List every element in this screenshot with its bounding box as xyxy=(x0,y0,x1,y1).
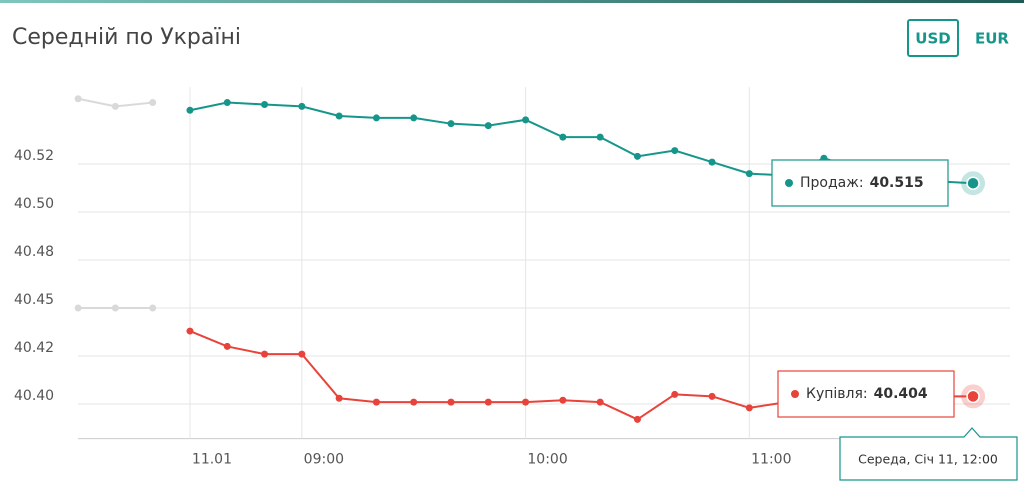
data-point xyxy=(223,99,231,107)
data-point xyxy=(596,133,604,141)
data-point xyxy=(111,102,119,110)
data-point xyxy=(111,304,119,312)
data-point xyxy=(708,392,716,400)
data-point xyxy=(633,152,641,160)
point-highlight xyxy=(966,389,980,404)
data-point xyxy=(559,396,567,404)
data-point xyxy=(484,398,492,406)
data-point xyxy=(522,116,530,124)
data-point xyxy=(522,398,530,406)
data-point xyxy=(410,398,418,406)
data-point xyxy=(335,394,343,402)
currency-button[interactable]: USD xyxy=(915,30,950,48)
x-tick-label: 10:00 xyxy=(527,452,567,468)
tooltip-value: 40.404 xyxy=(874,386,928,402)
y-tick-label: 40.48 xyxy=(14,244,54,260)
tooltip-label: Купівля: xyxy=(806,386,868,402)
tooltip-label: Продаж: xyxy=(800,175,864,191)
data-point xyxy=(447,398,455,406)
y-tick-label: 40.40 xyxy=(14,388,54,404)
data-point xyxy=(74,304,82,312)
data-point xyxy=(186,327,194,335)
data-point xyxy=(335,112,343,120)
data-point xyxy=(372,398,380,406)
x-tick-label: 09:00 xyxy=(304,452,344,468)
data-point xyxy=(447,120,455,128)
data-point xyxy=(74,95,82,103)
date-tooltip-text: Середа, Січ 11, 12:00 xyxy=(858,452,998,467)
y-tick-label: 40.45 xyxy=(14,292,54,308)
data-point xyxy=(708,158,716,166)
data-point xyxy=(484,122,492,130)
data-point xyxy=(261,100,269,108)
y-tick-label: 40.52 xyxy=(14,148,54,164)
y-tick-label: 40.42 xyxy=(14,340,54,356)
data-point xyxy=(410,114,418,122)
data-point xyxy=(223,342,231,350)
tooltip-value: 40.515 xyxy=(870,175,924,191)
data-point xyxy=(298,102,306,110)
date-tooltip: Середа, Січ 11, 12:00 xyxy=(839,427,1018,481)
point-highlight xyxy=(966,176,980,190)
tooltip: Продаж: 40.515 xyxy=(771,159,949,207)
top-bar xyxy=(0,0,1024,3)
data-point xyxy=(186,106,194,114)
data-point xyxy=(671,147,679,155)
x-tick-label: 11.01 xyxy=(192,452,232,468)
tooltip-dot xyxy=(791,390,799,398)
data-point xyxy=(633,415,641,423)
data-point xyxy=(372,114,380,122)
data-point xyxy=(596,398,604,406)
date-tooltip-box xyxy=(839,427,1018,481)
currency-button[interactable]: EUR xyxy=(975,30,1009,48)
data-point xyxy=(745,404,753,412)
currency-button-border xyxy=(907,19,959,57)
data-point xyxy=(298,350,306,358)
data-point xyxy=(745,170,753,178)
y-tick-label: 40.50 xyxy=(14,196,54,212)
tooltip-text: Купівля: 40.404 xyxy=(806,386,928,402)
data-point xyxy=(149,99,157,107)
tooltip-dot xyxy=(785,179,793,187)
x-tick-label: 11:00 xyxy=(751,452,791,468)
data-point xyxy=(559,133,567,141)
data-point xyxy=(149,304,157,312)
tooltip: Купівля: 40.404 xyxy=(777,370,955,418)
chart-title: Середній по Україні xyxy=(12,25,241,50)
data-point xyxy=(261,350,269,358)
tooltip-text: Продаж: 40.515 xyxy=(800,175,924,191)
data-point xyxy=(671,390,679,398)
tooltip-box xyxy=(771,159,949,207)
tooltip-box xyxy=(777,370,955,418)
